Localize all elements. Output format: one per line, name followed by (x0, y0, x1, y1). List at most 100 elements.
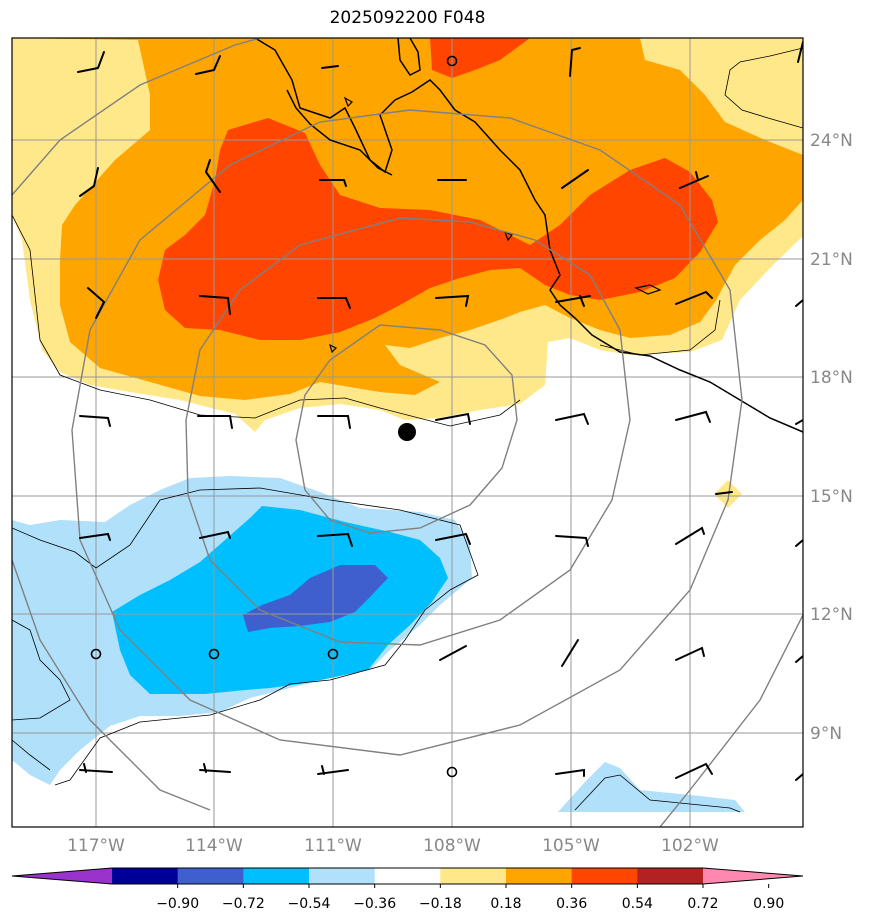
lat-label: 21°N (810, 250, 853, 270)
contour-light-orange-left (12, 86, 55, 185)
lon-label: 108°W (423, 836, 481, 856)
wind-barb (79, 415, 111, 427)
contour-red-orange (158, 38, 718, 340)
colorbar-tick-label: 0.90 (753, 896, 784, 912)
wind-barb (675, 526, 705, 545)
wind-barbs (77, 41, 803, 781)
wind-barb (555, 412, 589, 425)
calm-circle (446, 766, 458, 778)
colorbar-extend-low (12, 868, 112, 884)
boundary-line-2 (724, 47, 803, 129)
colorbar-segment (637, 868, 704, 884)
wind-barb (317, 532, 353, 547)
wind-barb (317, 415, 351, 429)
wind-barb (675, 410, 711, 423)
boundary-line-7 (574, 774, 741, 813)
wind-barb (435, 294, 470, 307)
contour-dark-blue (243, 565, 388, 632)
colorbar-outline (11, 867, 804, 885)
colorbar-segment (309, 868, 376, 884)
filled-contours (12, 38, 803, 812)
graticule (12, 38, 803, 827)
boundary-line-4 (12, 487, 479, 786)
range-rings (12, 38, 803, 827)
colorbar-tick-label: −0.90 (156, 896, 199, 912)
contour-light-blue-south (558, 762, 745, 812)
wind-barb (317, 297, 351, 309)
wind-barb (79, 763, 113, 773)
colorbar-segment (177, 868, 244, 884)
calm-circle (208, 648, 220, 660)
wind-barb (555, 768, 585, 777)
lat-label: 12°N (810, 605, 853, 625)
contour-small-diamond (714, 480, 742, 508)
colorbar-tick-label: 0.72 (687, 896, 718, 912)
wind-barb (555, 295, 591, 307)
wind-barb (77, 51, 105, 73)
wind-barb (795, 773, 803, 781)
colorbar-extend-high (703, 868, 803, 884)
wind-barb (569, 47, 581, 77)
colorbar-segment (374, 868, 441, 884)
wind-barb (205, 159, 221, 193)
plot-area (12, 38, 803, 827)
colorbar-tick-label: −0.72 (222, 896, 265, 912)
wind-barb (561, 169, 589, 189)
colorbar-segment (571, 868, 638, 884)
colorbar-segment (243, 868, 310, 884)
range-ring-4 (12, 38, 803, 827)
colorbar-tick-label: 0.18 (490, 896, 521, 912)
wind-barb (197, 415, 233, 429)
lat-label: 24°N (810, 131, 853, 151)
wind-barb (317, 765, 349, 775)
calm-circles (90, 55, 458, 778)
coastline-island-1 (343, 96, 353, 108)
coastline-island-4 (329, 343, 338, 354)
colorbar-segment (440, 868, 507, 884)
lon-label: 114°W (185, 836, 243, 856)
coastline-baja (286, 89, 393, 176)
coastline-island-3 (634, 284, 662, 295)
range-ring-1 (295, 324, 518, 534)
wind-barb (675, 646, 705, 661)
wind-barb (795, 539, 803, 547)
storm-center-marker (398, 423, 416, 441)
latitude-labels: 24°N 21°N 18°N 15°N 12°N 9°N (810, 131, 853, 744)
colorbar-segment (506, 868, 573, 884)
range-ring-3 (71, 109, 743, 756)
lon-label: 117°W (67, 836, 125, 856)
longitude-labels: 117°W 114°W 111°W 108°W 105°W 102°W (67, 836, 719, 856)
boundary-line-3 (599, 299, 721, 356)
wind-barb (555, 535, 589, 547)
wind-barb (321, 65, 339, 69)
colorbar-tick-label: −0.36 (353, 896, 396, 912)
wind-barb (715, 491, 733, 495)
wind-barb (439, 645, 467, 661)
coastline-island-2 (503, 230, 513, 242)
colorbar-tick-label: −0.54 (288, 896, 331, 912)
colorbar: −0.90 −0.72 −0.54 −0.36 −0.18 0.18 0.36 0.54 0.7… (11, 867, 804, 912)
lat-label: 15°N (810, 487, 853, 507)
calm-circle (90, 648, 102, 660)
wind-barb (561, 639, 579, 667)
range-ring-2 (185, 217, 631, 646)
map-title: 2025092200 F048 (329, 8, 486, 28)
boundary-line-5 (12, 619, 71, 721)
wind-barb (87, 287, 106, 319)
wind-barb (195, 55, 221, 75)
wind-barb (435, 532, 471, 545)
wind-barb (797, 41, 803, 63)
wind-barb (199, 295, 231, 315)
wind-barb (675, 762, 713, 779)
calm-circle (446, 55, 458, 67)
colorbar-tick-label: 0.36 (556, 896, 587, 912)
lon-label: 105°W (542, 836, 600, 856)
lat-label: 9°N (810, 724, 842, 744)
wind-barb (79, 167, 99, 197)
lat-label: 18°N (810, 368, 853, 388)
plot-frame (11, 37, 804, 828)
wind-barb (199, 530, 231, 539)
lon-label: 102°W (661, 836, 719, 856)
wind-barb (675, 290, 713, 305)
